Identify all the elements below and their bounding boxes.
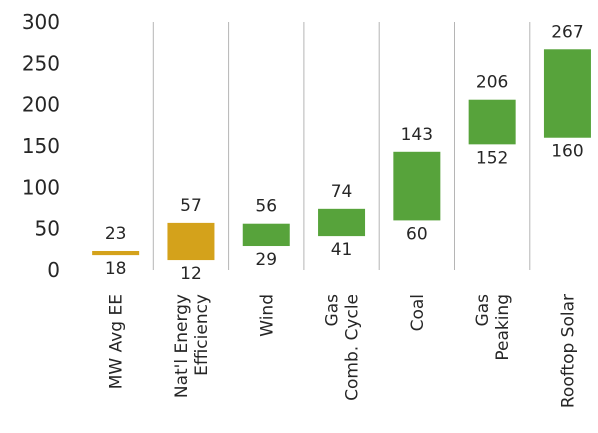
y-tick-label: 200 xyxy=(22,93,60,117)
y-tick-label: 0 xyxy=(47,258,60,282)
range-bar xyxy=(543,49,591,138)
low-value-label: 160 xyxy=(551,142,583,162)
low-value-label: 12 xyxy=(180,264,202,284)
high-value-label: 56 xyxy=(255,197,277,217)
data-labels: 23 18 57 12 56 29 74 41 143 60 206 152 267 160 xyxy=(105,22,584,284)
low-value-label: 29 xyxy=(255,250,277,270)
category-label: Nat'l Energy Efficiency xyxy=(172,294,212,398)
y-tick-label: 100 xyxy=(22,175,60,199)
category-label-line: Wind xyxy=(257,294,277,337)
category-label: Wind xyxy=(257,294,277,337)
high-value-label: 57 xyxy=(180,196,202,216)
category-label-line: Comb. Cycle xyxy=(343,294,363,401)
range-bar xyxy=(242,223,290,247)
category-label-line: Efficiency xyxy=(192,294,212,376)
category-label: MW Avg EE xyxy=(107,294,127,389)
category-separators xyxy=(152,22,531,270)
range-bar xyxy=(318,208,366,237)
low-value-label: 41 xyxy=(331,240,353,260)
category-label-line: Peaking xyxy=(493,294,513,361)
category-label-line: Gas xyxy=(473,294,493,327)
category-label-line: MW Avg EE xyxy=(107,294,127,389)
title-layer: (approx. title text cut off at top of im… xyxy=(95,0,507,9)
category-label: Coal xyxy=(408,294,428,331)
range-bar xyxy=(468,99,516,145)
y-tick-label: 250 xyxy=(22,51,60,75)
y-axis: 0 50 100 150 200 250 300 xyxy=(22,10,60,282)
range-bar xyxy=(167,222,215,261)
range-bar xyxy=(393,151,441,221)
bars xyxy=(92,49,591,261)
high-value-label: 143 xyxy=(401,125,433,145)
y-tick-label: 50 xyxy=(35,217,60,241)
category-label-line: Coal xyxy=(408,294,428,331)
category-label: Gas Peaking xyxy=(473,294,513,361)
category-label-line: Rooftop Solar xyxy=(558,294,578,408)
high-value-label: 74 xyxy=(331,182,353,202)
y-tick-label: 150 xyxy=(22,134,60,158)
high-value-label: 267 xyxy=(551,22,583,42)
high-value-label: 23 xyxy=(105,224,127,244)
range-bar xyxy=(92,250,140,256)
high-value-label: 206 xyxy=(476,73,508,93)
category-labels: MW Avg EE Nat'l Energy Efficiency Wind Gas Co… xyxy=(107,294,579,408)
y-tick-label: 300 xyxy=(22,10,60,34)
category-label: Rooftop Solar xyxy=(558,294,578,408)
category-label-line: Gas xyxy=(323,294,343,327)
category-label-line: Nat'l Energy xyxy=(172,294,192,398)
low-value-label: 152 xyxy=(476,148,508,168)
category-label: Gas Comb. Cycle xyxy=(323,294,363,401)
low-value-label: 18 xyxy=(105,259,127,279)
low-value-label: 60 xyxy=(406,224,428,244)
